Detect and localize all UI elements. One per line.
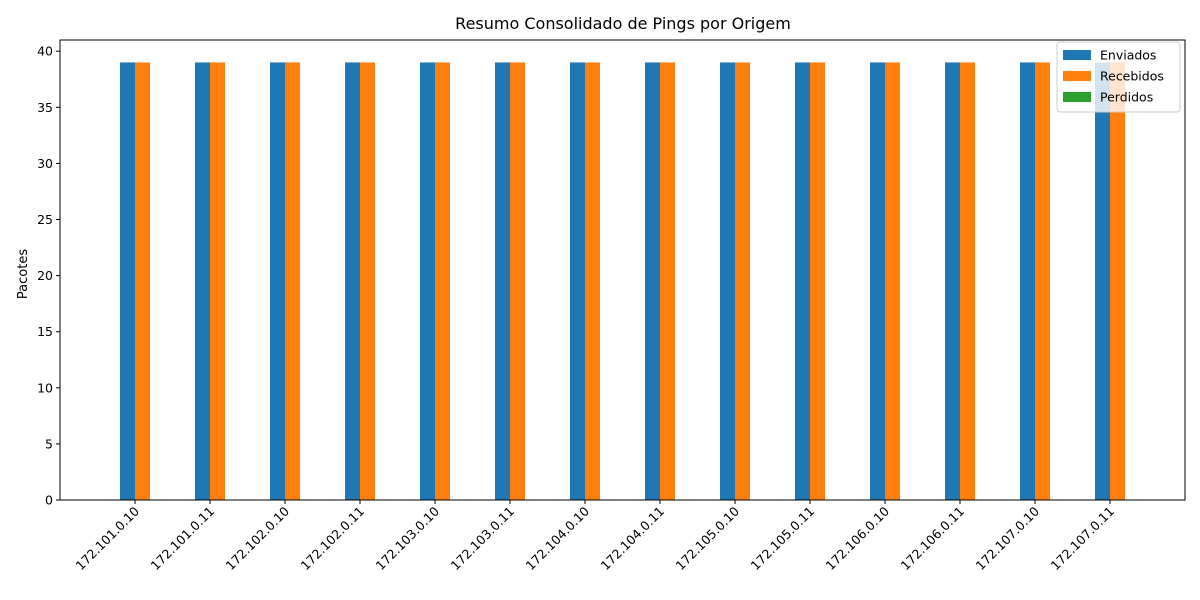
legend-label-enviados: Enviados — [1100, 48, 1156, 63]
x-tick-label: 172.101.0.11 — [147, 504, 217, 574]
bar-recebidos-1 — [210, 62, 225, 500]
bar-enviados-4 — [420, 62, 435, 500]
legend-swatch-perdidos — [1063, 92, 1091, 102]
bar-recebidos-2 — [285, 62, 300, 500]
legend-label-recebidos: Recebidos — [1100, 69, 1164, 84]
chart-title: Resumo Consolidado de Pings por Origem — [455, 14, 791, 33]
x-tick-label: 172.101.0.10 — [72, 503, 142, 573]
bar-enviados-6 — [570, 62, 585, 500]
bar-recebidos-6 — [585, 62, 600, 500]
x-tick-label: 172.103.0.11 — [447, 504, 517, 574]
legend-swatch-enviados — [1063, 50, 1091, 60]
y-tick-label: 20 — [37, 268, 53, 283]
y-tick-label: 30 — [37, 156, 53, 171]
bar-recebidos-12 — [1035, 62, 1050, 500]
bar-enviados-8 — [720, 62, 735, 500]
legend-label-perdidos: Perdidos — [1100, 90, 1153, 105]
legend: Enviados Recebidos Perdidos — [1056, 41, 1181, 113]
bar-recebidos-8 — [735, 62, 750, 500]
bar-enviados-7 — [645, 62, 660, 500]
bar-enviados-10 — [870, 62, 885, 500]
bar-recebidos-4 — [435, 62, 450, 500]
bar-recebidos-3 — [360, 62, 375, 500]
y-tick-label: 40 — [37, 44, 53, 59]
x-tick-label: 172.107.0.11 — [1047, 504, 1117, 574]
x-tick-label: 172.105.0.10 — [672, 503, 742, 573]
y-tick-label: 5 — [45, 436, 53, 451]
bar-recebidos-7 — [660, 62, 675, 500]
x-tick-label: 172.103.0.10 — [372, 503, 442, 573]
y-axis-label: Pacotes — [16, 249, 31, 299]
bar-recebidos-0 — [135, 62, 150, 500]
x-tick-label: 172.105.0.11 — [747, 504, 817, 574]
bar-recebidos-10 — [885, 62, 900, 500]
bar-recebidos-11 — [960, 62, 975, 500]
y-tick-label: 0 — [45, 493, 53, 508]
y-tick-label: 35 — [37, 100, 53, 115]
x-tick-label: 172.106.0.10 — [822, 503, 892, 573]
bar-enviados-1 — [195, 62, 210, 500]
bar-recebidos-9 — [810, 62, 825, 500]
x-tick-label: 172.102.0.11 — [297, 504, 367, 574]
legend-swatch-recebidos — [1063, 71, 1091, 81]
bar-enviados-13 — [1095, 62, 1110, 500]
bar-enviados-9 — [795, 62, 810, 500]
x-tick-label: 172.104.0.10 — [522, 503, 592, 573]
bars-layer — [120, 62, 1125, 500]
bar-enviados-11 — [945, 62, 960, 500]
bar-recebidos-13 — [1110, 62, 1125, 500]
bar-enviados-0 — [120, 62, 135, 500]
bar-enviados-2 — [270, 62, 285, 500]
bar-enviados-3 — [345, 62, 360, 500]
y-tick-label: 25 — [37, 212, 53, 227]
y-tick-label: 10 — [37, 380, 53, 395]
bar-enviados-5 — [495, 62, 510, 500]
bar-recebidos-5 — [510, 62, 525, 500]
x-tick-label: 172.104.0.11 — [597, 504, 667, 574]
x-tick-label: 172.106.0.11 — [897, 504, 967, 574]
plot-frame — [59, 39, 1186, 501]
bar-enviados-12 — [1020, 62, 1035, 500]
x-tick-label: 172.107.0.10 — [972, 503, 1042, 573]
x-tick-label: 172.102.0.10 — [222, 503, 292, 573]
y-tick-label: 15 — [37, 324, 53, 339]
